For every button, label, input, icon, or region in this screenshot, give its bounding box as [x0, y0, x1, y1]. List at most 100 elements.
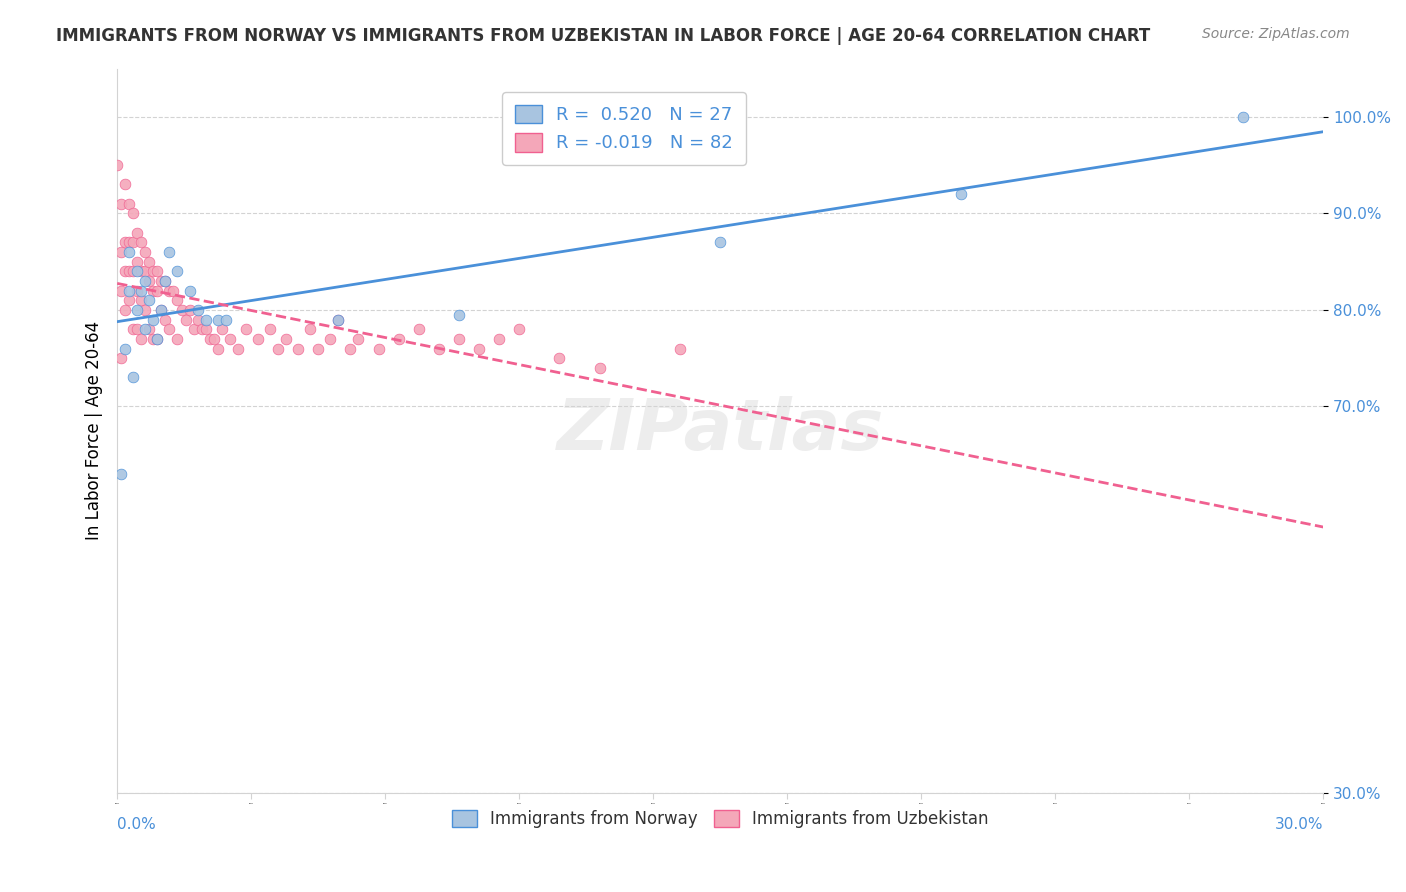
Point [183, 322, 205, 336]
Point [110, 196, 132, 211]
Point [207, 342, 229, 356]
Point [194, 322, 217, 336]
Text: 30.0%: 30.0% [1275, 817, 1323, 832]
Point [110, 244, 132, 259]
Point [709, 235, 731, 250]
Point [122, 264, 145, 278]
Point [105, 158, 128, 172]
Text: ZIPatlas: ZIPatlas [557, 396, 884, 465]
Point [127, 254, 149, 268]
Point [174, 312, 197, 326]
Point [134, 302, 156, 317]
Point [179, 284, 201, 298]
Point [274, 332, 297, 346]
Point [142, 284, 165, 298]
Point [259, 322, 281, 336]
Point [408, 322, 430, 336]
Point [138, 322, 160, 336]
Point [122, 235, 145, 250]
Point [118, 293, 141, 308]
Point [131, 293, 153, 308]
Point [226, 342, 249, 356]
Point [207, 312, 229, 326]
Point [127, 264, 149, 278]
Point [122, 370, 145, 384]
Point [138, 293, 160, 308]
Point [166, 264, 188, 278]
Point [118, 284, 141, 298]
Point [131, 332, 153, 346]
Point [190, 322, 212, 336]
Point [328, 312, 350, 326]
Point [447, 308, 470, 322]
Point [114, 264, 136, 278]
Point [198, 332, 221, 346]
Point [142, 332, 165, 346]
Point [131, 235, 153, 250]
Point [114, 302, 136, 317]
Point [468, 342, 491, 356]
Point [328, 312, 350, 326]
Point [114, 178, 136, 192]
Point [187, 302, 209, 317]
Point [202, 332, 225, 346]
Point [950, 187, 973, 202]
Point [150, 274, 173, 288]
Point [162, 284, 184, 298]
Point [287, 342, 309, 356]
Point [246, 332, 269, 346]
Point [179, 302, 201, 317]
Point [319, 332, 342, 346]
Point [339, 342, 361, 356]
Point [118, 196, 141, 211]
Point [307, 342, 329, 356]
Point [588, 360, 610, 375]
Point [447, 332, 470, 346]
Point [187, 312, 209, 326]
Point [134, 244, 156, 259]
Point [194, 312, 217, 326]
Point [131, 284, 153, 298]
Point [110, 467, 132, 481]
Text: IMMIGRANTS FROM NORWAY VS IMMIGRANTS FROM UZBEKISTAN IN LABOR FORCE | AGE 20-64 : IMMIGRANTS FROM NORWAY VS IMMIGRANTS FRO… [56, 27, 1150, 45]
Point [122, 322, 145, 336]
Point [118, 264, 141, 278]
Point [142, 312, 165, 326]
Point [548, 351, 571, 366]
Point [134, 322, 156, 336]
Point [508, 322, 530, 336]
Point [299, 322, 322, 336]
Point [388, 332, 411, 346]
Point [235, 322, 257, 336]
Text: 0.0%: 0.0% [117, 817, 156, 832]
Point [215, 312, 238, 326]
Point [488, 332, 510, 346]
Point [170, 302, 193, 317]
Point [159, 244, 181, 259]
Point [146, 332, 169, 346]
Point [131, 264, 153, 278]
Point [114, 235, 136, 250]
Point [166, 293, 188, 308]
Point [427, 342, 450, 356]
Text: Source: ZipAtlas.com: Source: ZipAtlas.com [1202, 27, 1350, 41]
Point [122, 206, 145, 220]
Point [127, 302, 149, 317]
Point [118, 235, 141, 250]
Point [110, 284, 132, 298]
Point [155, 274, 177, 288]
Legend: Immigrants from Norway, Immigrants from Uzbekistan: Immigrants from Norway, Immigrants from … [444, 804, 995, 835]
Point [267, 342, 290, 356]
Point [347, 332, 370, 346]
Point [155, 274, 177, 288]
Point [159, 284, 181, 298]
Point [146, 264, 169, 278]
Point [114, 342, 136, 356]
Point [127, 284, 149, 298]
Point [166, 332, 188, 346]
Point [218, 332, 240, 346]
Point [146, 332, 169, 346]
Point [127, 322, 149, 336]
Point [118, 244, 141, 259]
Point [134, 264, 156, 278]
